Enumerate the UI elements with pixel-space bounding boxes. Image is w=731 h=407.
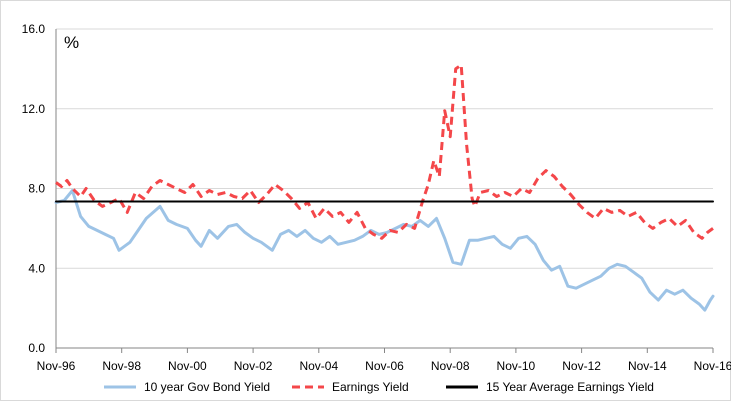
series-line-10-year-gov-bond-yield [54, 189, 715, 312]
legend-label: Earnings Yield [332, 380, 409, 394]
x-tick-label: Nov-02 [234, 359, 273, 373]
x-tick-label: Nov-10 [497, 359, 536, 373]
x-tick-label: Nov-16 [694, 359, 731, 373]
series [54, 63, 715, 312]
y-tick-label: 4.0 [28, 261, 45, 275]
x-tick-label: Nov-08 [431, 359, 470, 373]
x-tick-label: Nov-96 [37, 359, 76, 373]
y-tick-label: 12.0 [22, 102, 46, 116]
grid [56, 28, 713, 269]
y-tick-label: 16.0 [22, 22, 46, 36]
legend: 10 year Gov Bond Yield Earnings Yield 15 Y… [104, 380, 654, 394]
series-line-earnings-yield [55, 63, 714, 240]
unit-label: % [64, 33, 79, 52]
y-tick-label: 8.0 [28, 182, 45, 196]
legend-label: 15 Year Average Earnings Yield [486, 380, 654, 394]
y-tick-label: 0.0 [28, 341, 45, 355]
legend-label: 10 year Gov Bond Yield [144, 380, 270, 394]
x-tick-label: Nov-14 [628, 359, 667, 373]
axes: 0.0 4.0 8.0 12.0 16.0 Nov-96 Nov-98 Nov-00 Nov-0… [22, 22, 731, 373]
x-tick-label: Nov-12 [562, 359, 601, 373]
x-tick-label: Nov-06 [365, 359, 404, 373]
x-tick-label: Nov-00 [168, 359, 207, 373]
x-tick-label: Nov-98 [102, 359, 141, 373]
x-tick-label: Nov-04 [299, 359, 338, 373]
